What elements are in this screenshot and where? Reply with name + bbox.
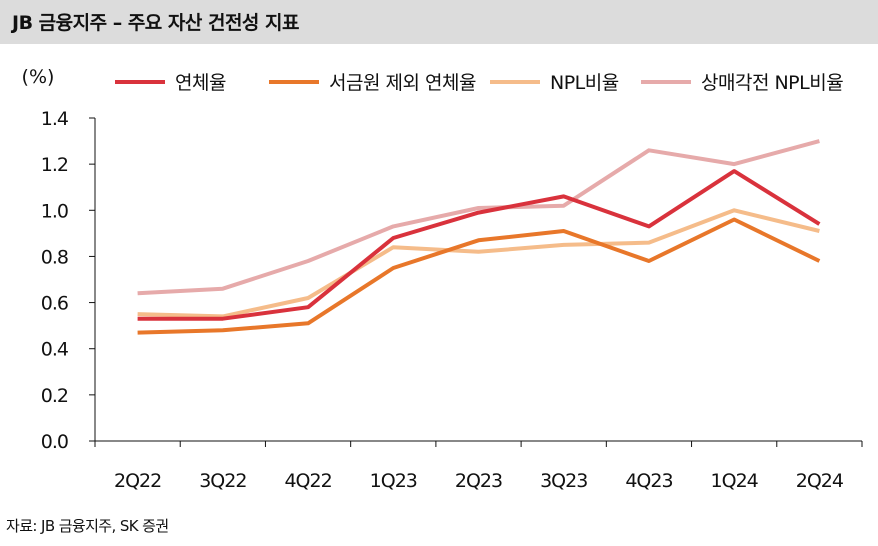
legend-label-1: 연체율 — [175, 72, 226, 94]
x-tick-label: 4Q23 — [625, 470, 672, 492]
series-line-1 — [137, 169, 821, 321]
chart-axes: 0.0 0.2 0.4 0.6 0.8 1.0 1.2 1.4 (%) 2Q22 3Q22 4Q22 1… — [22, 66, 863, 492]
y-tick-label: 0.4 — [41, 339, 69, 361]
page-title: JB 금융지주 – 주요 자산 건전성 지표 — [12, 12, 299, 34]
x-tick-label: 3Q22 — [199, 470, 246, 492]
legend-label-4: 상매각전 NPL비율 — [701, 72, 843, 94]
chart-series-lines — [137, 139, 821, 335]
y-tick-label: 1.4 — [41, 108, 69, 130]
legend-label-3: NPL비율 — [550, 72, 619, 94]
x-tick-label: 2Q24 — [796, 470, 844, 492]
series-line-2 — [137, 217, 821, 335]
x-tick-label: 3Q23 — [540, 470, 587, 492]
y-tick-label: 1.2 — [41, 154, 68, 176]
x-tick-label: 1Q24 — [711, 470, 759, 492]
series-line-4 — [137, 139, 820, 296]
y-axis-unit-label: (%) — [22, 66, 55, 88]
x-tick-label: 1Q23 — [370, 470, 417, 492]
x-tick-label: 2Q23 — [455, 470, 502, 492]
x-tick-label: 2Q22 — [114, 470, 161, 492]
x-tick-label: 4Q22 — [284, 470, 331, 492]
y-tick-label: 0.6 — [41, 293, 68, 315]
chart-legend: 연체율 서금원 제외 연체율 NPL비율 상매각전 NPL비율 — [115, 72, 844, 94]
title-bar: JB 금융지주 – 주요 자산 건전성 지표 — [0, 0, 878, 44]
source-note: 자료: JB 금융지주, SK 증권 — [6, 517, 169, 535]
series-line-3 — [137, 208, 820, 319]
y-tick-label: 0.0 — [41, 431, 68, 453]
y-tick-label: 0.8 — [41, 246, 68, 268]
y-tick-label: 0.2 — [41, 385, 68, 407]
y-tick-label: 1.0 — [41, 200, 68, 222]
legend-label-2: 서금원 제외 연체율 — [329, 72, 476, 94]
